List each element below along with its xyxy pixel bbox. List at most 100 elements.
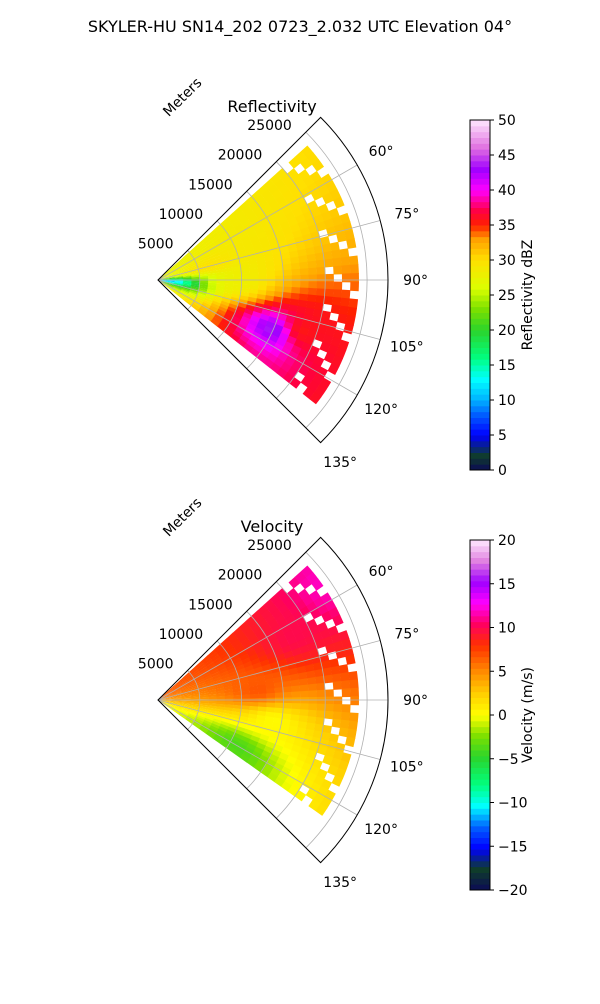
colorbar-swatch (470, 307, 490, 313)
colorbar-swatch (470, 418, 490, 424)
colorbar-swatch (470, 266, 490, 272)
colorbar-swatch (470, 388, 490, 394)
radar-cell (267, 698, 276, 703)
colorbar-tick-label: 20 (498, 533, 516, 549)
colorbar-swatch (470, 639, 490, 645)
colorbar-swatch (470, 219, 490, 225)
radar-cell (250, 694, 259, 699)
colorbar-swatch (470, 190, 490, 196)
radar-cell (233, 277, 242, 281)
azimuth-tick-label: 75° (394, 626, 419, 642)
radar-cell (332, 673, 342, 682)
radar-cell (275, 698, 284, 704)
colorbar-swatch (470, 768, 490, 774)
colorbar-tick-label: 5 (498, 428, 507, 444)
colorbar-swatch (470, 348, 490, 354)
radar-cell (258, 693, 267, 698)
colorbar-swatch (470, 581, 490, 587)
radar-cell (308, 268, 317, 276)
radar-cell (283, 692, 292, 698)
colorbar-tick-label: 30 (498, 253, 516, 269)
colorbar-swatch (470, 744, 490, 750)
radar-cell (325, 274, 334, 282)
radar-cell (283, 264, 292, 271)
colorbar-swatch (470, 167, 490, 173)
radar-cell (340, 672, 350, 682)
colorbar-swatch (470, 651, 490, 657)
azimuth-tick-label: 120° (364, 402, 398, 418)
radar-cell (283, 697, 292, 703)
colorbar-swatch (470, 353, 490, 359)
radar-cell (342, 704, 351, 713)
radar-cell (300, 703, 309, 710)
radar-cell (267, 693, 276, 698)
panel-title: Reflectivity (227, 97, 316, 116)
radar-cell (275, 692, 284, 698)
colorbar-swatch (470, 680, 490, 686)
colorbar-swatch (470, 412, 490, 418)
radar-cell (324, 259, 333, 268)
colorbar-swatch (470, 791, 490, 797)
colorbar-swatch (470, 668, 490, 674)
radar-cell (291, 685, 300, 692)
colorbar-swatch (470, 878, 490, 884)
radar-cell (342, 688, 351, 697)
radar-cell (225, 274, 234, 278)
colorbar-swatch (470, 814, 490, 820)
radar-cell (333, 289, 342, 298)
radar-cell (291, 269, 300, 276)
colorbar-swatch (470, 552, 490, 558)
colorbar-tick-label: 20 (498, 323, 516, 339)
colorbar-swatch (470, 458, 490, 464)
colorbar-swatch (470, 377, 490, 383)
radar-cell (325, 689, 334, 697)
radar-cell (250, 272, 259, 277)
colorbar-swatch (470, 546, 490, 552)
radar-cell (216, 696, 225, 699)
radar-cell (333, 704, 342, 713)
colorbar-swatch (470, 628, 490, 634)
colorbar-swatch (470, 161, 490, 167)
figure-suptitle: SKYLER-HU SN14_202 0723_2.032 UTC Elevat… (88, 17, 512, 37)
radar-cell (300, 691, 309, 698)
colorbar-swatch (470, 435, 490, 441)
panel-title: Velocity (241, 517, 304, 536)
colorbar-swatch (470, 645, 490, 651)
radar-cell (317, 281, 326, 289)
colorbar-swatch (470, 820, 490, 826)
radar-cell (241, 694, 250, 698)
radar-cell (308, 684, 317, 692)
colorbar-tick-label: 15 (498, 358, 516, 374)
colorbar-tick-label: 10 (498, 393, 516, 409)
range-tick-label: 20000 (218, 568, 263, 584)
colorbar-swatch (470, 138, 490, 144)
colorbar-tick-label: 50 (498, 113, 516, 129)
radar-cell (341, 680, 350, 689)
radar-cell (341, 265, 350, 274)
colorbar-label: Velocity (m/s) (520, 667, 536, 763)
colorbar-swatch (470, 336, 490, 342)
colorbar-swatch (470, 733, 490, 739)
radar-cell (350, 282, 359, 292)
radar-cell (292, 275, 301, 282)
radar-cell (283, 281, 292, 287)
colorbar-label: Reflectivity dBZ (520, 240, 536, 351)
radar-cell (274, 265, 283, 272)
radar-cell (275, 281, 284, 287)
colorbar-swatch (470, 686, 490, 692)
radar-cell (266, 688, 275, 694)
radar-cell (267, 276, 276, 282)
colorbar-swatch (470, 674, 490, 680)
colorbar-swatch (470, 569, 490, 575)
radar-cell (308, 703, 317, 710)
colorbar-tick-label: −15 (498, 839, 528, 855)
radar-cell (300, 281, 309, 288)
radar-cell (332, 258, 341, 267)
colorbar-tick-label: 15 (498, 577, 516, 593)
azimuth-tick-label: 90° (403, 273, 428, 289)
radar-cell (346, 238, 356, 249)
colorbar-swatch (470, 867, 490, 873)
radar-cell (275, 276, 284, 282)
colorbar-swatch (470, 563, 490, 569)
